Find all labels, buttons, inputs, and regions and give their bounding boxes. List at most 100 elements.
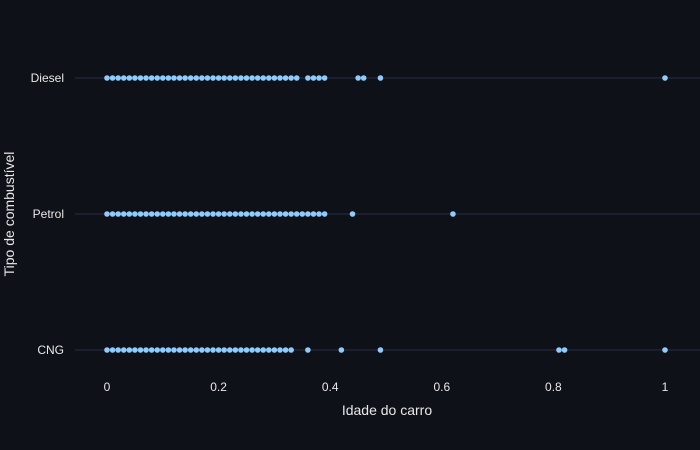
data-point-diesel [115, 75, 121, 81]
data-point-petrol [266, 211, 272, 217]
data-point-petrol [254, 211, 261, 217]
data-point-cng [271, 347, 278, 353]
data-point-diesel [148, 75, 155, 81]
y-tick-label-petrol: Petrol [33, 207, 64, 221]
data-point-diesel [126, 75, 133, 81]
data-point-petrol [349, 211, 356, 217]
data-point-diesel [210, 75, 216, 81]
data-point-cng [126, 347, 133, 353]
data-point-diesel [360, 75, 367, 81]
data-point-petrol [126, 211, 133, 217]
data-point-petrol [232, 211, 239, 217]
data-point-cng [120, 347, 127, 353]
data-point-petrol [160, 211, 166, 217]
data-point-cng [226, 347, 233, 353]
data-point-petrol [120, 211, 127, 217]
data-point-diesel [193, 75, 200, 81]
data-point-cng [171, 347, 177, 353]
data-point-cng [165, 347, 172, 353]
data-points [104, 75, 668, 353]
data-point-petrol [215, 211, 222, 217]
data-point-cng [115, 347, 121, 353]
data-point-petrol [115, 211, 121, 217]
data-point-petrol [210, 211, 216, 217]
data-point-petrol [310, 211, 317, 217]
data-point-cng [154, 347, 161, 353]
data-point-cng [221, 347, 227, 353]
data-point-petrol [171, 211, 177, 217]
data-point-cng [249, 347, 255, 353]
y-axis-ticks: Diesel Petrol CNG [31, 71, 64, 357]
data-point-cng [662, 347, 668, 353]
x-tick-label: 1 [662, 380, 669, 394]
data-point-diesel [377, 75, 384, 81]
data-point-cng [109, 347, 116, 353]
data-point-petrol [221, 211, 227, 217]
data-point-diesel [243, 75, 250, 81]
data-point-petrol [182, 211, 188, 217]
data-point-petrol [137, 211, 144, 217]
data-point-cng [104, 347, 110, 353]
data-point-diesel [277, 75, 283, 81]
data-point-diesel [282, 75, 289, 81]
data-point-cng [266, 347, 272, 353]
data-point-diesel [662, 75, 668, 81]
data-point-petrol [316, 211, 322, 217]
data-point-diesel [310, 75, 317, 81]
data-point-petrol [143, 211, 149, 217]
data-point-cng [148, 347, 155, 353]
data-point-diesel [109, 75, 116, 81]
data-point-cng [176, 347, 183, 353]
data-point-diesel [271, 75, 278, 81]
data-point-cng [132, 347, 138, 353]
data-point-diesel [199, 75, 205, 81]
data-point-cng [282, 347, 289, 353]
data-point-petrol [249, 211, 255, 217]
data-point-petrol [321, 211, 328, 217]
data-point-diesel [160, 75, 166, 81]
x-axis-title: Idade do carro [342, 402, 432, 418]
data-point-cng [338, 347, 345, 353]
data-point-diesel [254, 75, 261, 81]
data-point-petrol [293, 211, 300, 217]
data-point-diesel [120, 75, 127, 81]
data-point-petrol [450, 211, 456, 217]
x-tick-label: 0 [104, 380, 111, 394]
data-point-diesel [316, 75, 322, 81]
data-point-diesel [260, 75, 267, 81]
data-point-diesel [321, 75, 328, 81]
data-point-cng [232, 347, 239, 353]
data-point-cng [254, 347, 261, 353]
x-tick-label: 0.2 [210, 380, 227, 394]
data-point-petrol [165, 211, 172, 217]
data-point-cng [305, 347, 311, 353]
data-point-cng [160, 347, 166, 353]
data-point-diesel [288, 75, 294, 81]
data-point-diesel [204, 75, 211, 81]
data-point-diesel [226, 75, 233, 81]
data-point-cng [238, 347, 244, 353]
data-point-petrol [109, 211, 116, 217]
y-tick-label-cng: CNG [37, 343, 64, 357]
data-point-diesel [171, 75, 177, 81]
data-point-cng [199, 347, 205, 353]
y-tick-label-diesel: Diesel [31, 71, 64, 85]
data-point-cng [187, 347, 194, 353]
data-point-diesel [215, 75, 222, 81]
data-point-cng [277, 347, 283, 353]
data-point-petrol [193, 211, 200, 217]
data-point-diesel [355, 75, 361, 81]
data-point-petrol [277, 211, 283, 217]
data-point-petrol [260, 211, 267, 217]
data-point-petrol [288, 211, 294, 217]
data-point-diesel [143, 75, 149, 81]
data-point-diesel [305, 75, 311, 81]
data-point-petrol [243, 211, 250, 217]
data-point-diesel [187, 75, 194, 81]
data-point-petrol [238, 211, 244, 217]
data-point-cng [182, 347, 188, 353]
data-point-diesel [176, 75, 183, 81]
data-point-petrol [148, 211, 155, 217]
data-point-petrol [187, 211, 194, 217]
